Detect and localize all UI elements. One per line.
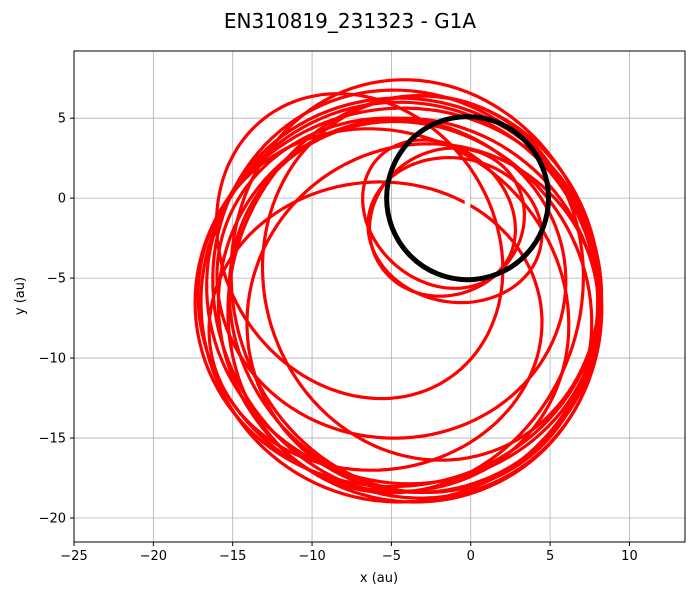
x-tick-label: −20 (140, 549, 167, 564)
grid (73, 51, 685, 542)
x-tick-label: −15 (219, 549, 246, 564)
y-tick-label: −10 (39, 352, 66, 367)
y-tick-label: −5 (47, 272, 66, 287)
y-tick-label: 5 (58, 112, 66, 127)
x-tick-label: 0 (467, 549, 475, 564)
x-tick-label: −5 (382, 549, 401, 564)
x-tick-label: −25 (60, 549, 87, 564)
plot-frame (73, 50, 686, 543)
planet-orbit (384, 114, 552, 283)
ticks: −25 −20 −15 −10 −5 0 5 10 −20 −15 −10 −5 0 5 (39, 112, 638, 564)
comet-orbit-loop (207, 180, 544, 472)
x-tick-label: 10 (621, 549, 638, 564)
chart-title: EN310819_231323 - G1A (224, 9, 476, 33)
x-axis-label: x (au) (360, 571, 398, 586)
central-body (464, 196, 471, 211)
series-layer (193, 78, 604, 504)
y-axis-label: y (au) (13, 277, 28, 315)
x-tick-label: 5 (546, 549, 554, 564)
x-tick-label: −10 (298, 549, 325, 564)
comet-orbit-loop (260, 94, 602, 462)
y-tick-label: −15 (39, 432, 66, 447)
comet-orbit-loop (214, 92, 505, 401)
y-tick-label: −20 (39, 512, 66, 527)
comet-orbit-loop (216, 116, 601, 504)
y-tick-label: 0 (58, 192, 66, 207)
